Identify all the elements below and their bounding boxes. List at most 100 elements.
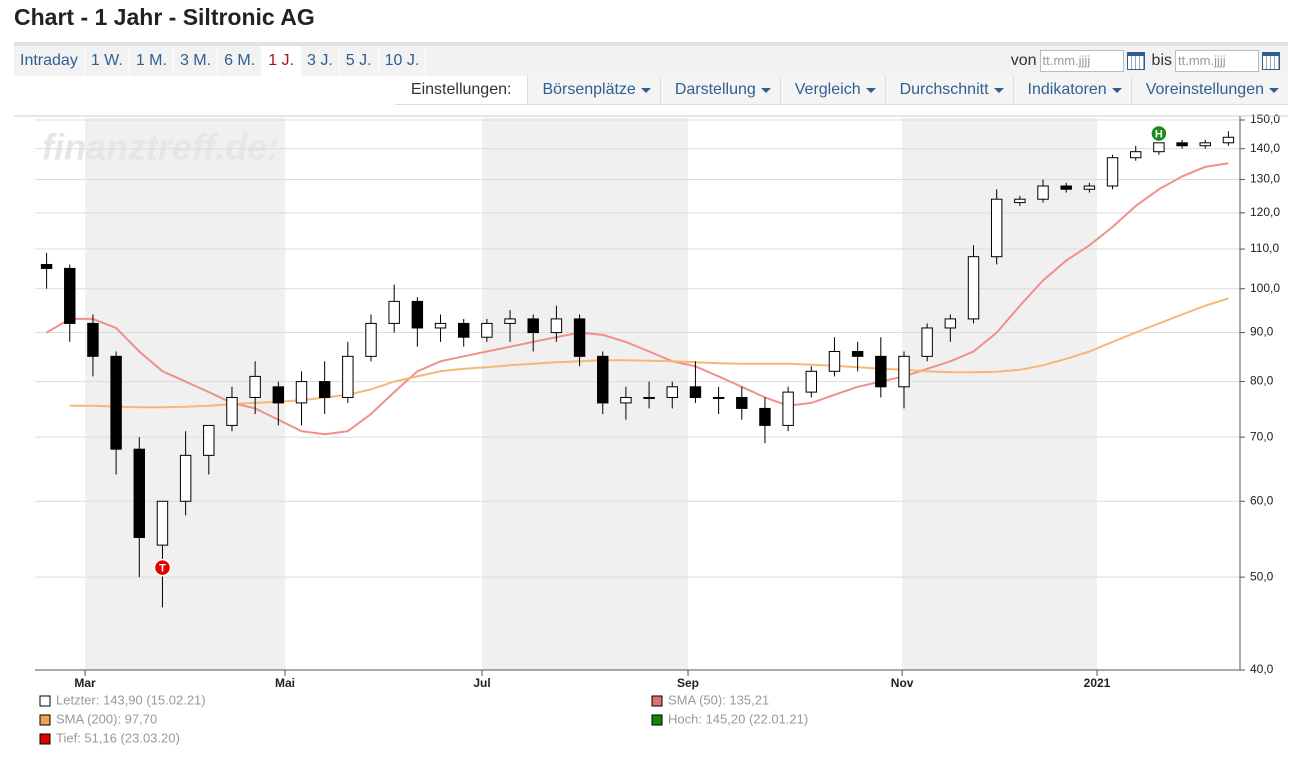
candle-body [295,381,308,404]
legend-swatch [39,695,51,707]
x-tick-label: Sep [677,676,699,690]
sma-line [69,297,1229,409]
candle-body [921,327,933,357]
candle-body [40,263,53,269]
x-tick-label: Mar [74,676,96,690]
candle-body [712,396,725,399]
y-tick-label: 100,0 [1250,281,1280,295]
candle-body [318,381,331,398]
range-tab[interactable]: 5 J. [340,46,379,76]
y-tick-label: 50,0 [1250,569,1274,583]
legend-swatch [39,733,51,745]
dropdown-menu[interactable]: Darstellung [659,76,780,104]
candle-body [249,375,261,398]
legend-label: SMA (200): 97,70 [56,711,157,726]
x-tick-label: Nov [891,676,914,690]
range-tab[interactable]: 1 W. [85,46,130,76]
sma-line [46,162,1229,436]
x-tick-label: Jul [473,676,490,690]
range-tab[interactable]: Intraday [14,46,85,76]
candle-body [643,396,655,399]
range-tab[interactable]: 1 M. [130,46,174,76]
toolbar: Einstellungen: Börsenplätze Darstellung Ve… [394,76,1288,105]
legend-swatch [651,695,663,707]
candle-body [944,318,957,329]
y-tick-label: 150,0 [1250,112,1280,126]
y-tick-label: 60,0 [1250,493,1274,507]
marker-label: H [1155,128,1163,140]
candle-body [179,454,192,502]
to-input[interactable]: tt.mm.jjjj [1175,50,1259,72]
candle-body [620,396,632,404]
candle-body [1014,198,1026,204]
dropdown-menu[interactable]: Vergleich [779,76,885,104]
candle-body [365,322,377,357]
dropdown-menu[interactable]: Voreinstellungen [1130,76,1288,104]
y-tick-label: 130,0 [1250,172,1280,186]
y-tick-label: 80,0 [1250,374,1274,388]
candle-body [133,448,145,538]
from-label: von [1010,52,1037,69]
range-tab[interactable]: 3 J. [301,46,340,76]
y-tick-label: 110,0 [1250,241,1279,255]
legend-swatch [39,714,51,726]
toolbar-label: Einstellungen: [410,81,512,98]
from-input[interactable]: tt.mm.jjjj [1039,50,1124,72]
candle-body [342,355,354,398]
candle-body [411,300,424,329]
candle-body [504,318,516,324]
extreme-marker [1150,124,1168,143]
range-tab[interactable]: 1 J. [262,46,301,76]
candle-body [689,386,702,398]
candle-body [457,322,470,338]
calendar-icon[interactable] [1126,52,1145,70]
watermark: finanztreff.de: [42,127,279,168]
range-tab[interactable]: 3 M. [174,46,219,76]
candle-body [1199,142,1211,147]
candle-body [805,370,818,393]
candle-body [967,256,980,320]
candle-body [226,396,238,426]
candle-body [1153,142,1165,153]
legend-swatch [651,714,663,726]
legend-label: Tief: 51,16 (23.03.20) [56,730,180,745]
tab-bar: Intraday 1 W. 1 M. 3 M. 6 M. 1 J. 3 J. 5 J. 10 J… [14,42,1288,76]
candle-body [388,300,400,324]
legend-label: Hoch: 145,20 (22.01.21) [668,711,808,726]
candle-body [666,386,678,398]
candle-body [851,350,864,357]
candle-body [156,500,169,546]
legend-label: Letzter: 143,90 (15.02.21) [56,692,206,707]
candle-body [782,391,794,426]
candle-body [990,198,1003,258]
candle-body [1060,185,1072,190]
date-range: von tt.mm.jjjj bis tt.mm.jjjj [1011,50,1288,72]
candle-body [1083,185,1096,190]
candle-body [203,424,215,456]
marker-label: T [159,563,166,575]
candle-body [110,355,122,450]
legend-label: SMA (50): 135,21 [668,692,769,707]
candle-body [1037,185,1049,200]
range-tab[interactable]: 10 J. [379,46,427,76]
candle-body [1176,142,1188,147]
candle-body [1222,136,1235,144]
candle-body [898,355,910,388]
y-tick-label: 120,0 [1250,205,1280,219]
candle-body [1130,151,1142,159]
dropdown-menu[interactable]: Börsenplätze [527,76,660,104]
calendar-icon[interactable] [1262,52,1280,70]
candle-body [759,407,771,426]
candle-body [1106,157,1119,187]
candle-body [736,396,748,409]
candle-body [64,267,76,324]
extreme-marker [153,558,172,577]
y-tick-label: 140,0 [1250,141,1280,155]
range-tab[interactable]: 6 M. [218,46,263,76]
candle-body [573,318,586,357]
dropdown-menu[interactable]: Durchschnitt [884,76,1013,104]
to-label: bis [1151,52,1172,69]
dropdown-menu[interactable]: Indikatoren [1012,76,1131,104]
